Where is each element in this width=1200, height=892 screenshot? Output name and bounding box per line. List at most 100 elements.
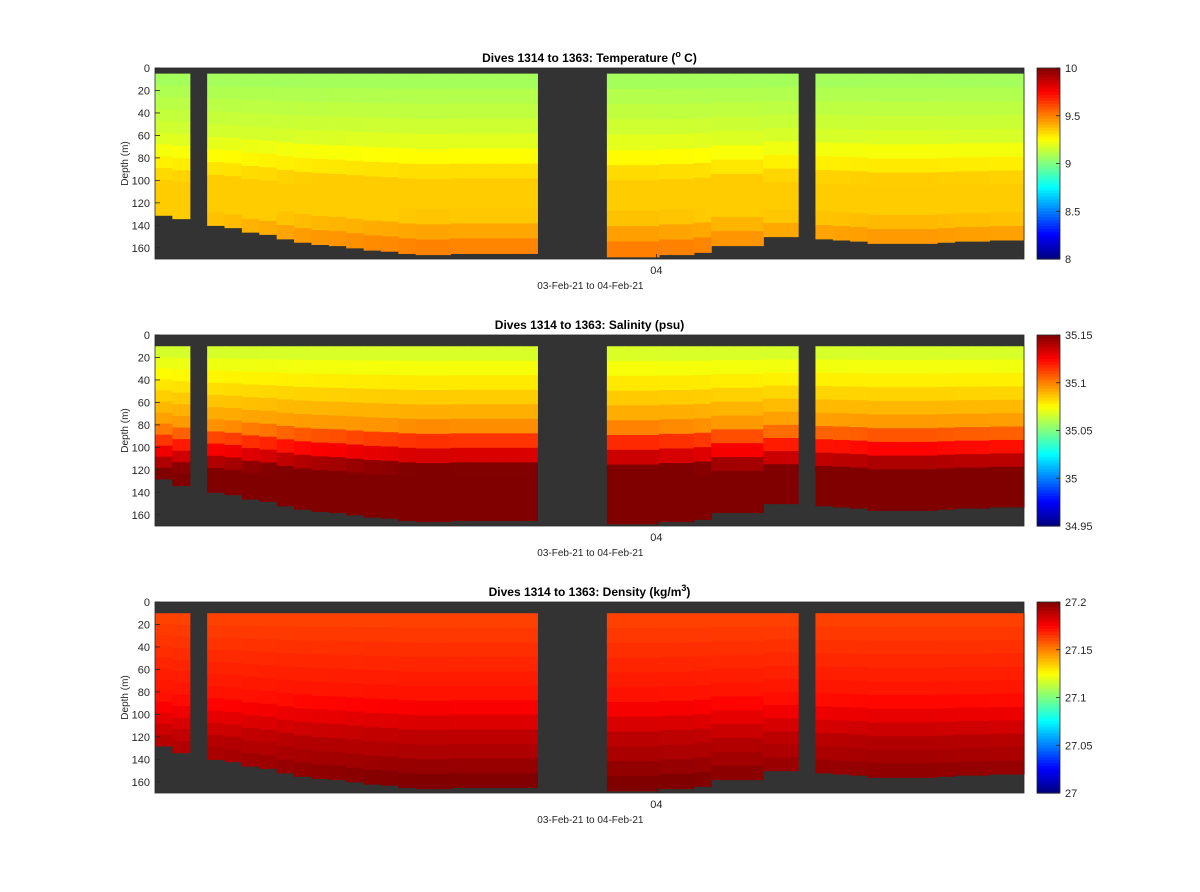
data-cell	[815, 399, 834, 414]
data-cell	[155, 73, 173, 87]
colorbar-segment	[1037, 604, 1060, 609]
data-cell	[294, 613, 313, 628]
colorbar-segment	[1037, 421, 1060, 426]
data-cell	[902, 116, 921, 131]
data-cell	[780, 718, 799, 732]
axes-box	[154, 334, 1025, 527]
colorbar-segment	[1037, 70, 1060, 75]
data-cell	[155, 390, 173, 403]
data-cell	[155, 657, 173, 670]
data-cell	[954, 761, 973, 776]
data-cell	[902, 469, 921, 484]
data-cell	[502, 375, 521, 391]
data-cell	[693, 432, 712, 448]
data-cell	[433, 686, 452, 702]
data-cell	[241, 727, 260, 742]
colorbar-segment	[1037, 397, 1060, 402]
data-cell	[1006, 453, 1025, 468]
data-cell	[832, 346, 851, 361]
colorbar-segment	[1037, 190, 1060, 194]
data-cell	[224, 346, 243, 360]
y-tick-label: 0	[144, 330, 150, 342]
data-cell	[989, 760, 1008, 775]
data-cell	[380, 670, 399, 686]
data-cell	[467, 505, 486, 521]
data-cell	[971, 185, 990, 200]
data-cell	[467, 476, 486, 492]
data-cell	[519, 758, 538, 774]
data-cell	[346, 360, 365, 375]
data-cell	[989, 747, 1008, 762]
data-cell	[989, 73, 1008, 89]
data-cell	[311, 215, 330, 231]
data-cell	[641, 434, 660, 451]
data-cell	[294, 626, 313, 641]
data-cell	[294, 157, 313, 173]
data-cell	[398, 148, 417, 165]
data-cell	[902, 400, 921, 416]
data-cell	[745, 668, 764, 684]
data-cell	[415, 730, 434, 746]
data-cell	[1006, 87, 1025, 102]
data-cell	[311, 456, 330, 471]
data-cell	[450, 462, 469, 478]
data-cell	[398, 743, 417, 759]
data-cell	[693, 627, 712, 643]
data-cell	[450, 505, 469, 521]
colorbar-segment	[1037, 517, 1060, 521]
data-cell	[676, 627, 695, 644]
data-cell	[433, 148, 452, 165]
data-cell	[519, 671, 538, 687]
data-cell	[398, 656, 417, 672]
data-cell	[711, 682, 730, 697]
data-cell	[728, 724, 747, 739]
data-cell	[641, 390, 660, 406]
data-cell	[259, 397, 278, 412]
data-cell	[172, 706, 191, 719]
data-cell	[728, 87, 747, 103]
data-cell	[745, 765, 764, 781]
data-cell	[241, 651, 260, 665]
data-cell	[380, 147, 399, 163]
data-cell	[294, 228, 313, 243]
data-cell	[902, 708, 921, 724]
data-cell	[276, 746, 295, 761]
data-cell	[519, 476, 538, 492]
y-tick-label: 120	[132, 465, 150, 477]
data-cell	[919, 186, 938, 202]
data-cell	[276, 211, 295, 226]
data-cell	[485, 758, 504, 774]
data-cell	[502, 148, 521, 165]
data-cell	[259, 167, 278, 182]
data-cell	[850, 400, 869, 415]
data-cell	[676, 164, 695, 180]
data-cell	[711, 73, 730, 89]
colorbar-segment	[1037, 640, 1060, 645]
colorbar-segment	[1037, 727, 1060, 731]
colorbar-segment	[1037, 781, 1060, 785]
data-cell	[433, 390, 452, 406]
data-cell	[398, 491, 417, 507]
data-cell	[954, 467, 973, 482]
data-cell	[172, 170, 191, 183]
colorbar-segment	[1037, 376, 1060, 381]
data-cell	[1006, 212, 1025, 227]
data-cell	[850, 115, 869, 131]
data-cell	[624, 761, 643, 777]
data-cell	[467, 103, 486, 120]
data-cell	[989, 226, 1008, 241]
colorbar-tick-label: 27.05	[1065, 740, 1093, 752]
data-cell	[902, 229, 921, 244]
data-cell	[346, 117, 365, 133]
data-cell	[780, 182, 799, 197]
data-cell	[207, 136, 226, 151]
data-cell	[519, 208, 538, 225]
colorbar-segment	[1037, 391, 1060, 396]
data-cell	[241, 740, 260, 754]
data-cell	[693, 148, 712, 164]
data-cell	[294, 735, 313, 750]
data-cell	[294, 653, 313, 669]
data-cell	[606, 88, 625, 105]
data-cell	[485, 88, 504, 105]
data-cell	[380, 713, 399, 729]
